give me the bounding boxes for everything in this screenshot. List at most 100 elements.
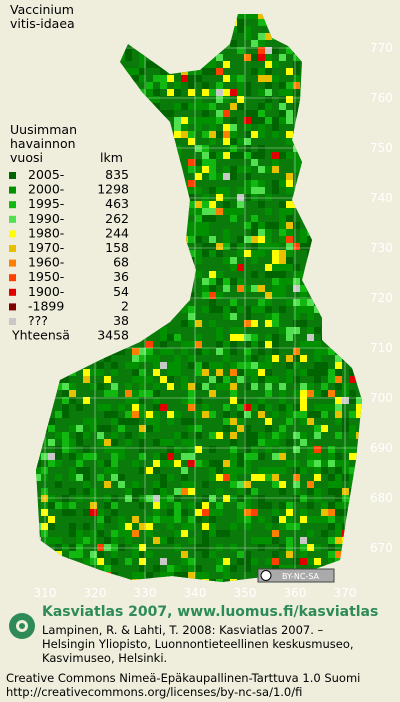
map-cell xyxy=(62,75,69,82)
map-cell xyxy=(321,159,328,166)
map-cell xyxy=(181,75,188,82)
map-cell xyxy=(125,68,132,75)
map-cell xyxy=(146,201,153,208)
legend-label: 2000- xyxy=(28,182,64,197)
map-cell xyxy=(90,453,97,460)
map-cell xyxy=(279,180,286,187)
map-cell xyxy=(307,544,314,551)
map-cell xyxy=(321,173,328,180)
map-cell xyxy=(314,54,321,61)
map-cell xyxy=(195,159,202,166)
map-cell xyxy=(286,460,293,467)
map-cell xyxy=(202,145,209,152)
map-cell xyxy=(104,425,111,432)
map-cell xyxy=(153,313,160,320)
map-cell xyxy=(251,537,258,544)
map-cell xyxy=(153,285,160,292)
map-cell xyxy=(97,201,104,208)
map-cell xyxy=(97,425,104,432)
map-cell xyxy=(83,453,90,460)
map-cell xyxy=(41,54,48,61)
map-cell xyxy=(216,271,223,278)
legend-swatch xyxy=(9,288,16,296)
map-cell xyxy=(139,26,146,33)
map-cell xyxy=(272,376,279,383)
map-cell xyxy=(132,201,139,208)
map-cell xyxy=(349,397,356,404)
map-cell xyxy=(251,362,258,369)
map-cell xyxy=(111,474,118,481)
map-cell xyxy=(90,488,97,495)
map-cell xyxy=(265,341,272,348)
map-cell xyxy=(139,376,146,383)
map-cell xyxy=(279,117,286,124)
map-cell xyxy=(356,327,362,334)
map-cell xyxy=(272,33,279,40)
map-cell xyxy=(328,558,335,565)
map-cell xyxy=(174,516,181,523)
map-cell xyxy=(55,54,62,61)
map-cell xyxy=(181,201,188,208)
map-cell xyxy=(97,75,104,82)
map-cell xyxy=(265,313,272,320)
map-cell xyxy=(307,327,314,334)
map-cell xyxy=(314,544,321,551)
map-cell xyxy=(202,131,209,138)
map-cell xyxy=(230,432,237,439)
map-cell xyxy=(349,502,356,509)
map-cell xyxy=(230,397,237,404)
map-cell xyxy=(293,187,300,194)
map-cell xyxy=(188,341,195,348)
map-cell xyxy=(97,236,104,243)
map-cell xyxy=(69,446,76,453)
map-cell xyxy=(216,327,223,334)
map-cell xyxy=(139,425,146,432)
map-cell xyxy=(167,110,174,117)
map-cell xyxy=(216,383,223,390)
map-cell xyxy=(223,173,230,180)
map-cell xyxy=(209,243,216,250)
map-cell xyxy=(104,292,111,299)
map-cell xyxy=(188,257,195,264)
map-cell xyxy=(97,82,104,89)
map-cell xyxy=(76,110,83,117)
map-cell xyxy=(272,439,279,446)
map-cell xyxy=(279,89,286,96)
map-cell xyxy=(307,481,314,488)
map-cell xyxy=(286,222,293,229)
map-cell xyxy=(258,54,265,61)
map-cell xyxy=(69,551,76,558)
map-cell xyxy=(272,166,279,173)
map-cell xyxy=(328,460,335,467)
map-cell xyxy=(76,439,83,446)
map-cell xyxy=(76,271,83,278)
map-cell xyxy=(342,467,349,474)
map-cell xyxy=(90,40,97,47)
map-cell xyxy=(55,537,62,544)
map-cell xyxy=(139,558,146,565)
map-cell xyxy=(356,537,362,544)
map-cell xyxy=(202,208,209,215)
map-cell xyxy=(321,215,328,222)
map-cell xyxy=(328,488,335,495)
map-cell xyxy=(160,75,167,82)
map-cell xyxy=(321,411,328,418)
map-cell xyxy=(139,565,146,572)
map-cell xyxy=(76,236,83,243)
northing-label: 670 xyxy=(370,541,393,555)
map-cell xyxy=(188,89,195,96)
map-cell xyxy=(125,54,132,61)
map-cell xyxy=(321,425,328,432)
map-cell xyxy=(174,40,181,47)
northing-label: 770 xyxy=(370,41,393,55)
map-cell xyxy=(265,89,272,96)
map-cell xyxy=(216,26,223,33)
map-cell xyxy=(69,502,76,509)
map-cell xyxy=(342,418,349,425)
map-cell xyxy=(335,376,342,383)
northing-label: 690 xyxy=(370,441,393,455)
map-cell xyxy=(307,460,314,467)
map-cell xyxy=(153,14,160,19)
map-cell xyxy=(202,495,209,502)
